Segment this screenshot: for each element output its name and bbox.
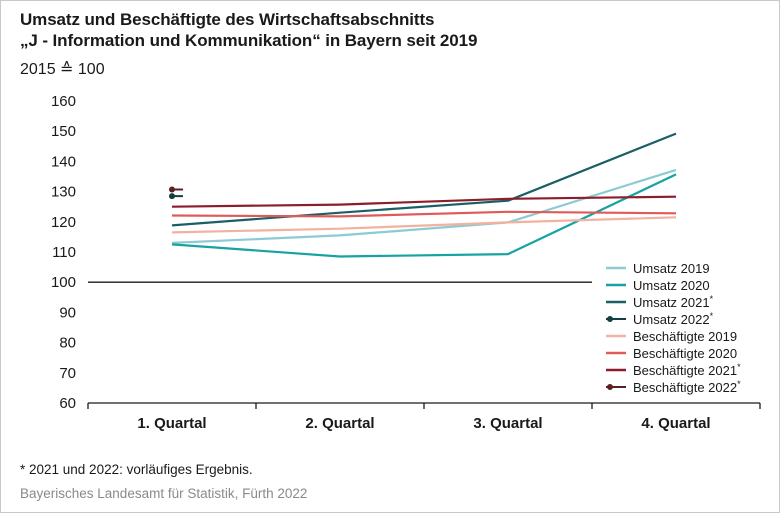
y-tick-label: 130: [51, 184, 76, 201]
series-line: [171, 216, 677, 234]
legend-label: Umsatz 2020: [633, 278, 710, 293]
legend-label: Beschäftigte 2019: [633, 329, 737, 344]
legend-item: Beschäftigte 2021*: [606, 362, 741, 378]
legend-marker: [607, 384, 613, 390]
legend-item: Beschäftigte 2022*: [606, 379, 741, 395]
source-note: Bayerisches Landesamt für Statistik, Für…: [20, 486, 308, 501]
series-line: [171, 195, 677, 208]
legend-item: Umsatz 2020: [606, 278, 710, 293]
chart-axes: 60 70 80 90 100 110 120 130 140 150 160 1. Quartal 2…: [51, 93, 761, 432]
legend-item: Beschäftigte 2019: [606, 329, 737, 344]
series-line: [171, 210, 677, 218]
x-tick-label: 3. Quartal: [473, 415, 542, 432]
y-tick-label: 80: [59, 335, 76, 352]
y-tick-label: 70: [59, 365, 76, 382]
y-tick-label: 140: [51, 153, 76, 170]
series-marker-point: [169, 193, 175, 200]
legend-item: Beschäftigte 2020: [606, 346, 737, 361]
x-tick-label: 1. Quartal: [137, 415, 206, 432]
legend-item: Umsatz 2021*: [606, 294, 714, 310]
series-line: [171, 132, 677, 227]
y-tick-label: 100: [51, 274, 76, 291]
y-tick-label: 60: [59, 395, 76, 412]
legend-marker: [607, 316, 613, 322]
series-marker-point: [169, 186, 175, 193]
series-line: [171, 173, 677, 258]
x-tick-label: 2. Quartal: [305, 415, 374, 432]
series-line: [171, 168, 677, 244]
title-line-1: Umsatz und Beschäftigte des Wirtschaftsa…: [20, 10, 435, 29]
legend-label: Umsatz 2019: [633, 261, 710, 276]
legend-label: Umsatz 2022*: [633, 311, 714, 327]
y-tick-label: 120: [51, 214, 76, 231]
legend-item: Umsatz 2022*: [606, 311, 714, 327]
y-tick-label: 160: [51, 93, 76, 110]
footnote: * 2021 und 2022: vorläufiges Ergebnis.: [20, 462, 253, 477]
y-tick-label: 150: [51, 123, 76, 140]
y-tick-label: 90: [59, 304, 76, 321]
x-tick-label: 4. Quartal: [641, 415, 710, 432]
legend-label: Beschäftigte 2020: [633, 346, 737, 361]
chart-series: [169, 132, 677, 258]
legend-label: Beschäftigte 2021*: [633, 362, 741, 378]
legend-item: Umsatz 2019: [606, 261, 710, 276]
legend-label: Umsatz 2021*: [633, 294, 714, 310]
title-line-2: „J - Information und Kommunikation“ in B…: [20, 31, 478, 50]
chart-subtitle: 2015 ≙ 100: [20, 61, 105, 78]
y-tick-label: 110: [52, 244, 76, 261]
legend-label: Beschäftigte 2022*: [633, 379, 741, 395]
chart-title: Umsatz und Beschäftigte des Wirtschaftsa…: [20, 9, 477, 51]
